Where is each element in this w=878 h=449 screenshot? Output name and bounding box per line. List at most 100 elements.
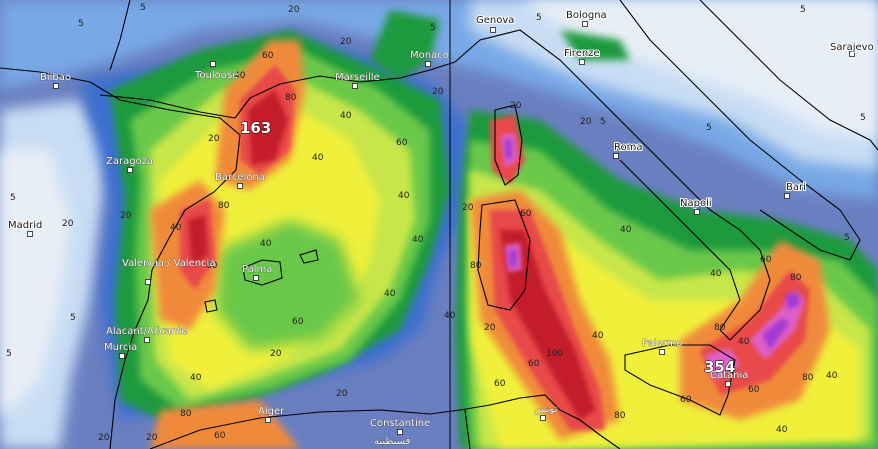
city-marker-dot (582, 21, 588, 27)
max-value-label: 163 (240, 119, 271, 137)
city-label: Monaco (410, 50, 449, 61)
band-10-north-italy (370, 10, 630, 80)
contour-label: 5 (70, 313, 76, 323)
iberia-coastline (0, 67, 241, 449)
france-coastline (234, 61, 456, 119)
city-markers: Toulouse Marseille Monaco Genova Bologna Fire… (7, 9, 875, 447)
city-marker-dot (540, 415, 546, 421)
contour-label: 80 (470, 261, 482, 271)
contour-label: 20 (510, 101, 522, 111)
band-100-valencia (188, 215, 208, 265)
city-label: Palermo (642, 338, 682, 349)
contour-label: 40 (340, 111, 352, 121)
contour-label: 20 (120, 211, 132, 221)
contour-label: 40 (398, 191, 410, 201)
contour-label: 60 (262, 51, 274, 61)
contour-label: 20 (462, 203, 474, 213)
city-label: Madrid (8, 220, 42, 231)
contour-label: 40 (826, 371, 838, 381)
contour-label: 20 (580, 117, 592, 127)
contour-label: 20 (146, 433, 158, 443)
contour-label: 40 (738, 337, 750, 347)
city-marker-dot (145, 279, 151, 285)
contour-label: 80 (790, 273, 802, 283)
contour-label: 40 (776, 425, 788, 435)
algeria-tunisia-border (464, 409, 471, 449)
city-marker-dot (53, 83, 59, 89)
city-marker-dot (27, 231, 33, 237)
city-marker-dot (144, 337, 150, 343)
contour-label: 5 (706, 123, 712, 133)
contour-label: 80 (614, 411, 626, 421)
contour-label: 20 (98, 433, 110, 443)
contour-label: 20 (270, 349, 282, 359)
contour-label: 20 (62, 219, 74, 229)
city-label: Palma (242, 264, 272, 275)
city-marker-dot (849, 51, 855, 57)
contour-label: 5 (430, 23, 436, 33)
contour-label: 60 (396, 138, 408, 148)
contour-label: 5 (844, 233, 850, 243)
contour-label: 60 (760, 255, 772, 265)
city-marker-dot (352, 83, 358, 89)
city-label: قسنطينة (374, 436, 411, 447)
contour-labels: 5 5 5 5 5 5 5 5 5 5 5 5 20 20 20 20 20 20 20 20 20 20 20 20 20 20… (6, 3, 866, 443)
contour-label: 40 (260, 239, 272, 249)
italy-adriatic-coastline (619, 0, 861, 261)
contour-label: 80 (285, 93, 297, 103)
band-low4-italy (520, 0, 878, 140)
city-label: Bologna (566, 10, 607, 21)
city-marker-dot (784, 193, 790, 199)
city-marker-dot (425, 61, 431, 67)
city-label: Zaragoza (106, 156, 153, 167)
contour-label: 60 (292, 317, 304, 327)
north-africa-coastline (149, 394, 621, 449)
contour-label: 60 (520, 209, 532, 219)
contour-label: 20 (340, 37, 352, 47)
city-label: Alger (258, 406, 285, 417)
city-label: Murcia (104, 342, 137, 353)
city-marker-dot (265, 417, 271, 423)
menorca-outline (299, 249, 319, 264)
contour-label: 40 (412, 235, 424, 245)
city-marker-dot (490, 27, 496, 33)
contour-label: 40 (312, 153, 324, 163)
city-label: Toulouse (194, 70, 238, 81)
city-label: Genova (476, 15, 514, 26)
contour-label: 40 (170, 223, 182, 233)
contour-label: 5 (600, 117, 606, 127)
contour-label: 40 (234, 71, 246, 81)
contour-label: 80 (802, 373, 814, 383)
band-100-catalonia (248, 90, 288, 165)
contour-label: 5 (6, 349, 12, 359)
contour-label: 60 (494, 379, 506, 389)
contour-label: 40 (444, 311, 456, 321)
band-100-sardinia (500, 230, 595, 420)
contour-label: 20 (288, 5, 300, 15)
contour-label: 60 (680, 395, 692, 405)
city-marker-dot (127, 167, 133, 173)
contour-label: 40 (592, 331, 604, 341)
contour-label: 40 (620, 225, 632, 235)
city-label: Roma (614, 142, 643, 153)
contour-label: 5 (140, 3, 146, 13)
contour-label: 60 (206, 261, 218, 271)
contour-label: 20 (432, 87, 444, 97)
contour-label: 5 (78, 19, 84, 29)
corsica-outline (494, 104, 523, 186)
max-value-label: 354 (704, 358, 735, 376)
max-value-labels: 163 354 (240, 119, 736, 377)
city-marker-dot (659, 349, 665, 355)
contour-label: 5 (536, 13, 542, 23)
city-label: Firenze (564, 48, 600, 59)
italy-coastline (454, 29, 771, 341)
city-label: Bari (786, 182, 806, 193)
contour-label: 5 (860, 113, 866, 123)
contour-label: 20 (336, 389, 348, 399)
city-marker-dot (725, 381, 731, 387)
city-marker-dot (397, 429, 403, 435)
spain-france-border (99, 94, 236, 119)
